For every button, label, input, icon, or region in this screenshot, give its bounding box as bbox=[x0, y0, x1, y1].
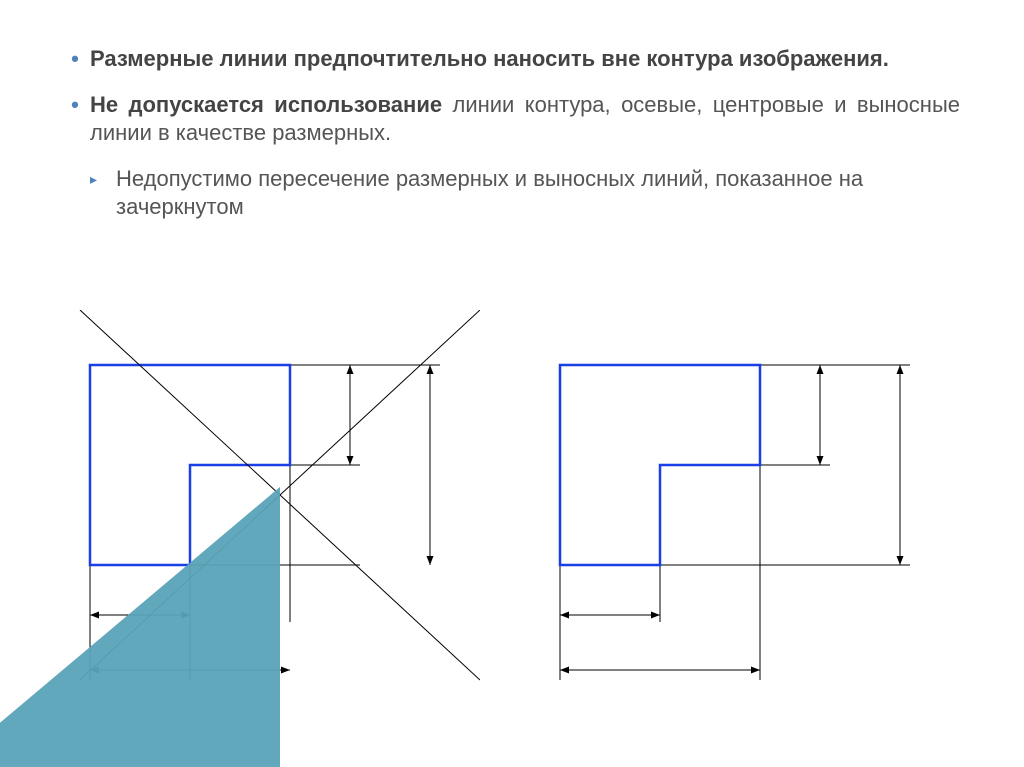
slide: • Размерные линии предпочтительно наноси… bbox=[0, 0, 1024, 767]
sub-bullet-text: Недопустимо пересечение размерных и выно… bbox=[116, 165, 960, 221]
sub-bullet-marker-icon: ▸ bbox=[90, 165, 116, 193]
bullet-text-2: Не допускается использование линии конту… bbox=[90, 91, 960, 147]
bullet-marker-icon: • bbox=[60, 45, 90, 73]
decorative-triangle bbox=[0, 487, 280, 767]
bullet-text-1: Размерные линии предпочтительно наносить… bbox=[90, 45, 960, 73]
bullet-2-bold: Не допускается использование bbox=[90, 92, 442, 117]
bullet-1-bold: Размерные линии предпочтительно наносить… bbox=[90, 46, 889, 71]
sub-bullet-item: ▸ Недопустимо пересечение размерных и вы… bbox=[90, 165, 960, 221]
bullet-marker-icon: • bbox=[60, 91, 90, 119]
text-content: • Размерные линии предпочтительно наноси… bbox=[60, 45, 960, 239]
diagram-right-correct bbox=[540, 310, 950, 700]
bullet-item-2: • Не допускается использование линии кон… bbox=[60, 91, 960, 147]
bullet-item-1: • Размерные линии предпочтительно наноси… bbox=[60, 45, 960, 73]
